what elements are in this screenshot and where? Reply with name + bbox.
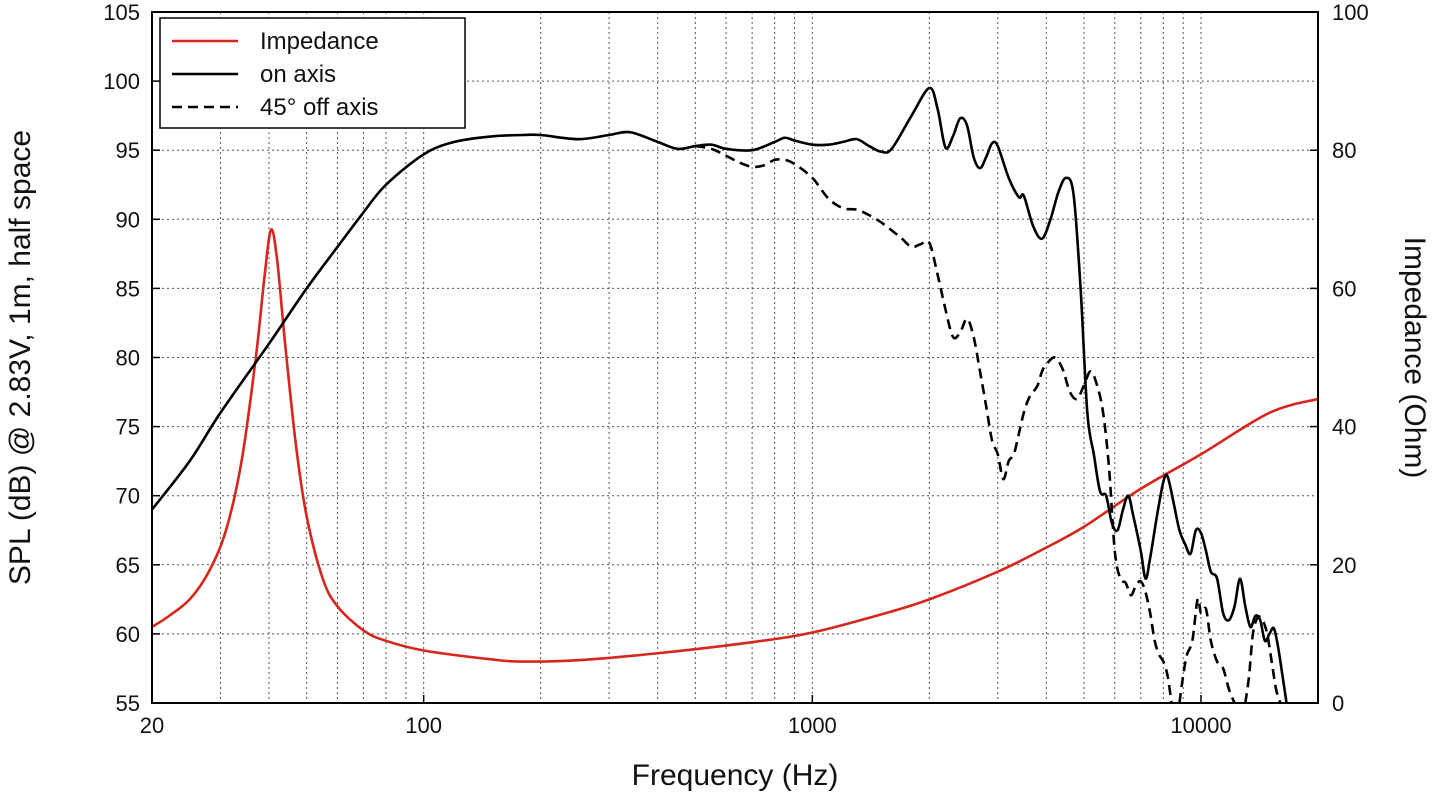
legend-label-impedance: Impedance	[260, 28, 379, 55]
y-left-tick-label: 75	[116, 415, 140, 440]
y-left-tick-label: 80	[116, 346, 140, 371]
curves	[150, 86, 1319, 704]
off-axis-curve	[1244, 615, 1282, 704]
y-left-tick-label: 90	[116, 207, 140, 232]
tick-labels: 55 60 65 70 75 80 85 90 95 100 105 0 20 40 60 80 100 20 10…	[103, 0, 1368, 738]
y-left-tick-label: 65	[116, 553, 140, 578]
off-axis-curve	[695, 144, 1173, 704]
x-tick-label: 1000	[788, 713, 837, 738]
off-axis-curve	[1178, 597, 1236, 704]
y-left-tick-label: 55	[116, 691, 140, 716]
y-axis-left-title: SPL (dB) @ 2.83V, 1m, half space	[4, 130, 37, 585]
y-right-tick-label: 0	[1332, 691, 1344, 716]
y-right-tick-label: 60	[1332, 276, 1356, 301]
ticks	[151, 11, 1318, 704]
legend-label-on-axis: on axis	[260, 61, 336, 88]
on-axis-curve	[150, 86, 1288, 704]
legend-label-off-axis: 45° off axis	[260, 94, 379, 121]
x-tick-label: 20	[140, 713, 164, 738]
y-left-tick-label: 105	[103, 0, 140, 25]
y-right-tick-label: 40	[1332, 415, 1356, 440]
y-left-tick-label: 100	[103, 69, 140, 94]
y-right-tick-label: 100	[1332, 0, 1369, 25]
legend: Impedance on axis 45° off axis	[159, 17, 466, 129]
x-tick-label: 100	[405, 713, 442, 738]
y-left-tick-label: 95	[116, 138, 140, 163]
y-right-tick-label: 80	[1332, 138, 1356, 163]
y-axis-right-title: Impedance (Ohm)	[1398, 237, 1431, 479]
x-axis-title: Frequency (Hz)	[632, 759, 839, 792]
y-left-tick-label: 70	[116, 484, 140, 509]
x-tick-label: 10000	[1170, 713, 1231, 738]
y-left-tick-label: 60	[116, 622, 140, 647]
y-right-tick-label: 20	[1332, 553, 1356, 578]
y-left-tick-label: 85	[116, 276, 140, 301]
impedance-curve	[151, 228, 1319, 663]
